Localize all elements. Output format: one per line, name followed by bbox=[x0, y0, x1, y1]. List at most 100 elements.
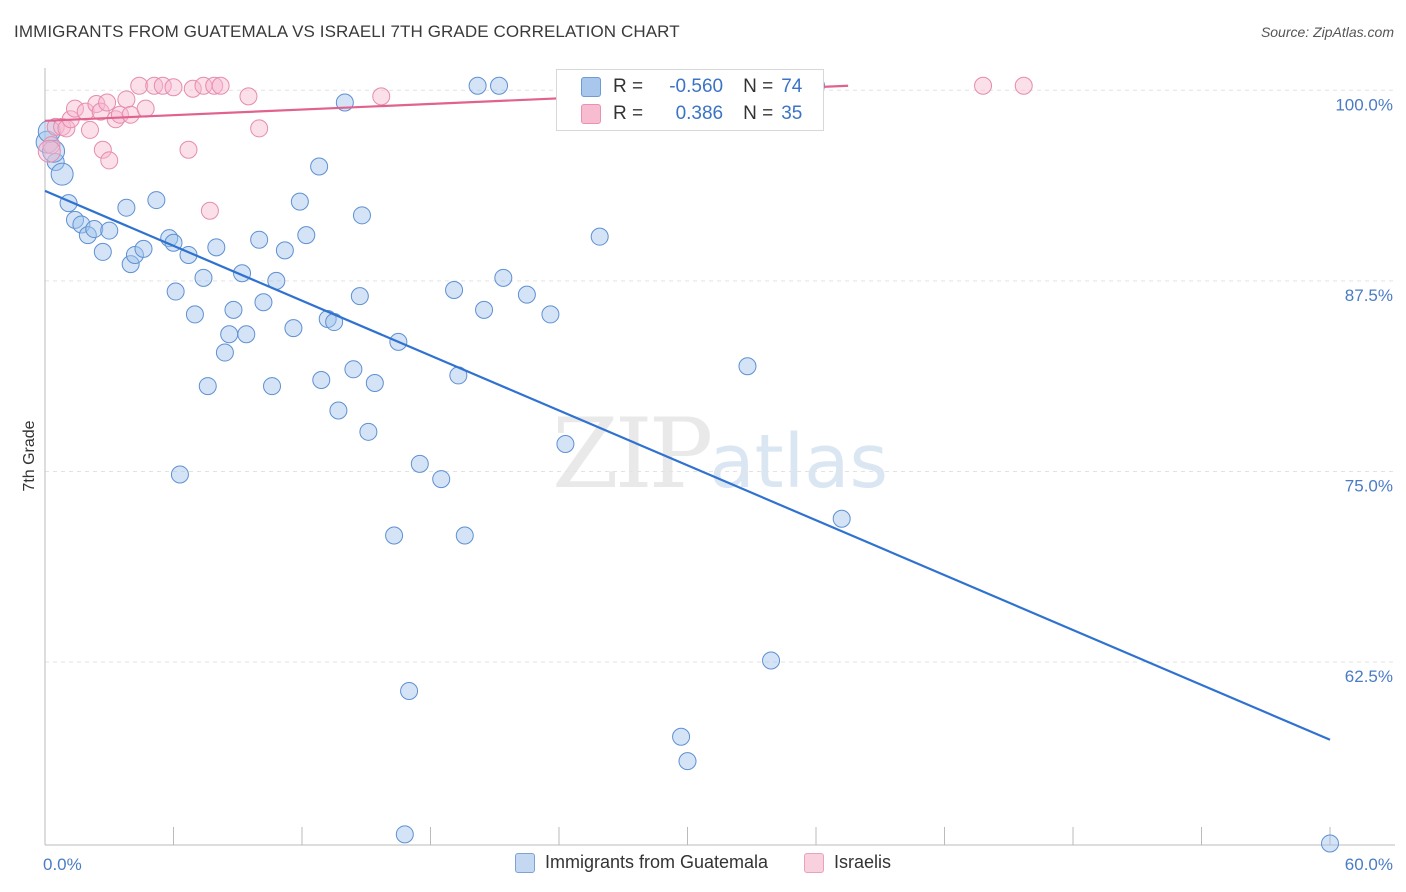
guatemala-point bbox=[517, 285, 536, 304]
guatemala-point bbox=[395, 825, 414, 844]
y-tick-label: 62.5% bbox=[1345, 667, 1393, 686]
israeli-point bbox=[250, 119, 269, 138]
legend-label-guatemala: Immigrants from Guatemala bbox=[544, 852, 769, 872]
israeli-point bbox=[93, 140, 112, 159]
y-tick-label: 87.5% bbox=[1345, 286, 1393, 305]
israeli-point bbox=[65, 99, 84, 118]
guatemala-point bbox=[250, 230, 269, 249]
x-tick-label: 0.0% bbox=[43, 855, 82, 874]
guatemala-point bbox=[284, 319, 303, 338]
stats-legend: R = -0.560 N = 74 R = 0.386 N = 35 bbox=[556, 69, 824, 131]
israeli-point bbox=[91, 102, 110, 121]
guatemala-point bbox=[365, 374, 384, 393]
israeli-point bbox=[183, 79, 202, 98]
guatemala-point bbox=[147, 191, 166, 210]
legend-swatch-pink bbox=[581, 104, 601, 124]
x-tick-label: 60.0% bbox=[1345, 855, 1393, 874]
israeli-point bbox=[117, 90, 136, 109]
israeli-point bbox=[98, 93, 117, 112]
guatemala-point bbox=[198, 377, 217, 396]
guatemala-point bbox=[207, 238, 226, 257]
israeli-point bbox=[100, 151, 119, 170]
guatemala-point bbox=[100, 221, 119, 240]
guatemala-point bbox=[237, 325, 256, 344]
guatemala-point bbox=[170, 465, 189, 484]
guatemala-point bbox=[385, 526, 404, 545]
y-axis-title: 7th Grade bbox=[21, 420, 38, 491]
legend-swatch-blue bbox=[581, 77, 601, 97]
guatemala-point bbox=[215, 343, 234, 362]
guatemala-point bbox=[224, 300, 243, 319]
guatemala-point bbox=[541, 305, 560, 324]
legend-item-israelis[interactable]: Israelis bbox=[804, 852, 891, 873]
watermark-atlas: atlas bbox=[709, 419, 889, 505]
watermark: ZIPatlas bbox=[552, 398, 888, 510]
y-tick-label: 75.0% bbox=[1345, 476, 1393, 495]
chart-title: IMMIGRANTS FROM GUATEMALA VS ISRAELI 7TH… bbox=[14, 22, 680, 41]
israeli-point bbox=[76, 102, 95, 121]
guatemala-point bbox=[590, 227, 609, 246]
guatemala-point bbox=[455, 526, 474, 545]
y-tick-label: 100.0% bbox=[1335, 95, 1393, 114]
guatemala-point bbox=[556, 435, 575, 454]
legend-n-value: 35 bbox=[781, 103, 803, 124]
legend-r-label: R = bbox=[613, 76, 644, 97]
israeli-point bbox=[110, 105, 129, 124]
guatemala-point bbox=[738, 357, 757, 376]
legend-swatch-israelis bbox=[804, 852, 825, 873]
guatemala-point bbox=[329, 401, 348, 420]
guatemala-trend-line bbox=[44, 189, 1331, 741]
israeli-point bbox=[179, 140, 198, 159]
guatemala-point bbox=[672, 727, 691, 746]
legend-n-label: N = bbox=[743, 76, 774, 97]
guatemala-point bbox=[762, 651, 781, 670]
israeli-point bbox=[239, 87, 258, 106]
watermark-zip: ZIP bbox=[552, 398, 713, 510]
legend-label-israelis: Israelis bbox=[834, 852, 892, 872]
guatemala-point bbox=[468, 76, 487, 95]
guatemala-point bbox=[93, 242, 112, 261]
guatemala-point bbox=[344, 360, 363, 379]
israeli-point bbox=[211, 76, 230, 95]
guatemala-point bbox=[678, 752, 697, 771]
guatemala-point bbox=[85, 220, 104, 239]
guatemala-point bbox=[410, 454, 429, 473]
legend-item-guatemala[interactable]: Immigrants from Guatemala bbox=[514, 852, 769, 873]
israeli-point bbox=[136, 99, 155, 118]
israeli-point bbox=[37, 139, 61, 163]
guatemala-point bbox=[490, 76, 509, 95]
legend-n-label: N = bbox=[743, 103, 774, 124]
guatemala-point bbox=[352, 206, 371, 225]
guatemala-point bbox=[310, 157, 329, 176]
legend-swatch-guatemala bbox=[514, 852, 535, 873]
guatemala-point bbox=[134, 239, 153, 258]
guatemala-point bbox=[297, 226, 316, 245]
israeli-point bbox=[205, 76, 224, 95]
guatemala-point bbox=[194, 268, 213, 287]
israeli-point bbox=[200, 201, 219, 220]
guatemala-point bbox=[121, 255, 140, 274]
guatemala-point bbox=[166, 282, 185, 301]
israeli-point bbox=[164, 78, 183, 97]
guatemala-point bbox=[350, 287, 369, 306]
israeli-point bbox=[974, 76, 993, 95]
israeli-point bbox=[80, 120, 99, 139]
guatemala-point bbox=[185, 305, 204, 324]
guatemala-point bbox=[832, 509, 851, 528]
legend-r-value: -0.560 bbox=[669, 76, 724, 97]
legend-r-label: R = bbox=[613, 103, 644, 124]
israeli-point bbox=[121, 105, 140, 124]
guatemala-point bbox=[220, 325, 239, 344]
legend-n-value: 74 bbox=[781, 76, 803, 97]
guatemala-point bbox=[1321, 834, 1339, 853]
guatemala-point bbox=[117, 198, 136, 217]
source-note: Source: ZipAtlas.com bbox=[1260, 24, 1394, 40]
guatemala-point bbox=[254, 293, 273, 312]
guatemala-point bbox=[50, 162, 74, 186]
guatemala-point bbox=[400, 682, 419, 701]
legend-row-guatemala: R = -0.560 N = 74 bbox=[581, 75, 802, 99]
israeli-point bbox=[372, 87, 391, 106]
guatemala-point bbox=[432, 470, 451, 489]
guatemala-point bbox=[312, 370, 331, 389]
